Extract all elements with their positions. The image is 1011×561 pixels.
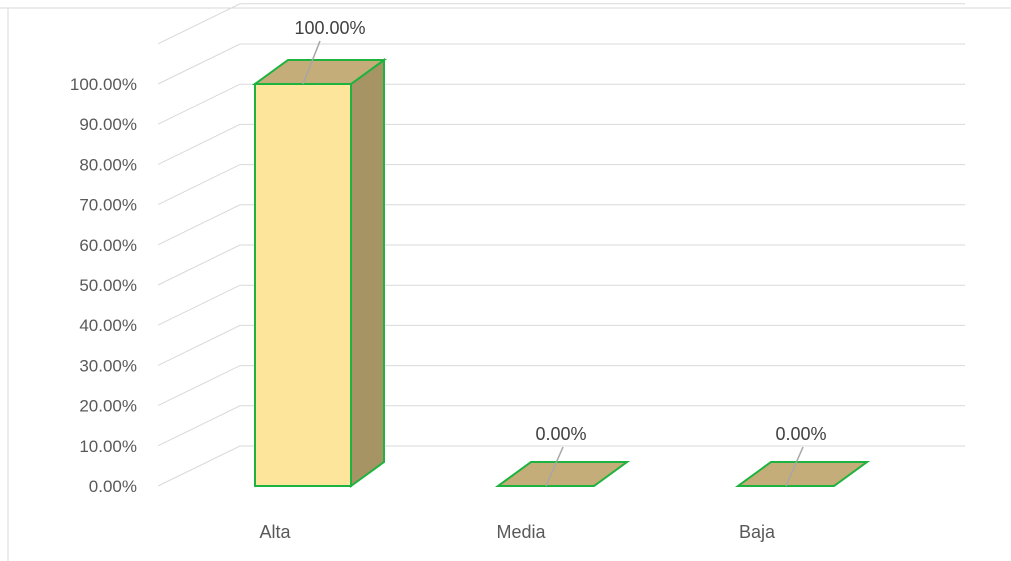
y-tick-label: 30.00%	[79, 356, 137, 375]
data-label: 100.00%	[294, 18, 365, 38]
y-tick-label: 70.00%	[79, 196, 137, 215]
y-tick-label: 10.00%	[79, 437, 137, 456]
data-label: 0.00%	[775, 424, 826, 444]
gridline	[157, 324, 965, 366]
data-label: 0.00%	[535, 424, 586, 444]
y-tick-label: 80.00%	[79, 155, 137, 174]
gridline	[157, 3, 965, 45]
bar-alta	[251, 58, 388, 488]
gridline	[157, 405, 965, 447]
category-label: Baja	[739, 522, 776, 542]
gridline	[157, 43, 965, 85]
leader-line	[545, 446, 564, 487]
category-label: Media	[496, 522, 546, 542]
gridline	[157, 284, 965, 326]
y-tick-label: 20.00%	[79, 397, 137, 416]
gridlines	[157, 3, 965, 487]
bar-top	[734, 461, 871, 487]
gridline	[157, 83, 965, 125]
bar-media	[494, 461, 631, 487]
bar-top	[251, 59, 388, 85]
y-tick-label: 60.00%	[79, 236, 137, 255]
y-tick-label: 0.00%	[89, 477, 137, 496]
y-tick-label: 100.00%	[70, 75, 137, 94]
bar-baja	[734, 461, 871, 487]
gridline	[157, 164, 965, 206]
bar-front	[254, 83, 352, 487]
gridline	[157, 204, 965, 246]
y-tick-label: 50.00%	[79, 276, 137, 295]
bar-top	[494, 461, 631, 487]
bar-side	[350, 58, 385, 488]
y-tick-label: 40.00%	[79, 316, 137, 335]
leader-line	[785, 446, 804, 487]
bars	[251, 58, 871, 488]
leader-line	[302, 40, 321, 85]
y-axis-ticks: 0.00% 10.00% 20.00% 30.00% 40.00% 50.00% 60.00…	[70, 75, 137, 496]
data-labels: 100.00% 0.00% 0.00%	[294, 18, 827, 487]
x-axis-categories: Alta Media Baja	[259, 522, 776, 542]
y-tick-label: 90.00%	[79, 115, 137, 134]
gridline	[157, 365, 965, 407]
gridline	[157, 123, 965, 165]
gridline	[157, 244, 965, 286]
category-label: Alta	[259, 522, 291, 542]
gridline	[157, 445, 965, 487]
